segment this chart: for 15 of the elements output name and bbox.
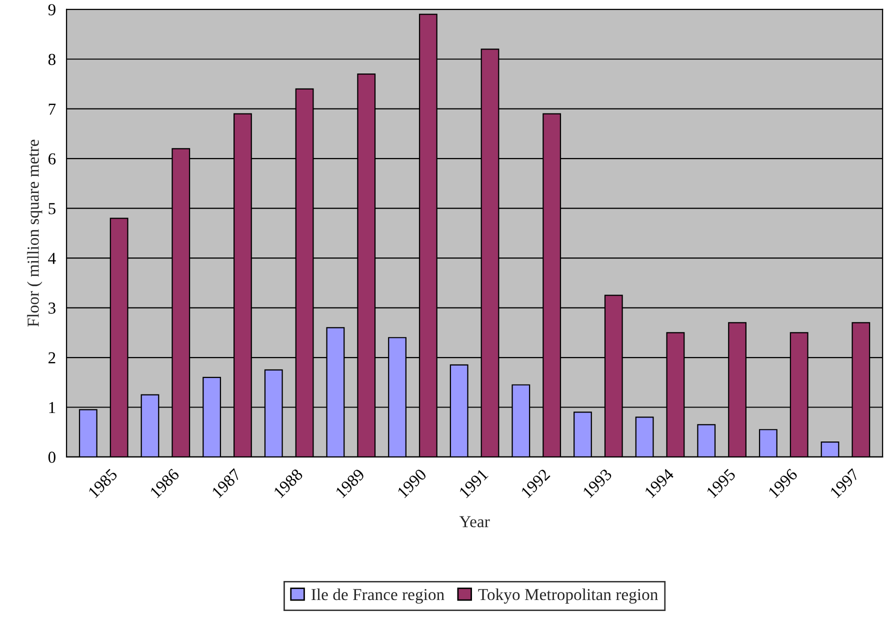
y-tick-label: 2 [48,352,56,364]
y-tick-label: 7 [48,104,56,115]
x-axis-title: Year [459,516,490,528]
y-tick-label: 9 [48,4,56,16]
x-tick-label: 1991 [458,468,489,498]
y-tick-label: 5 [48,203,56,214]
y-tick-label: 0 [48,452,56,463]
legend-label: Tokyo Metropolitan region [478,588,658,604]
y-tick-label: 1 [49,402,56,414]
y-tick-label: 3 [48,302,56,314]
legend-label: Ile de France region [311,588,444,604]
y-axis-title: Floor ( million square metre [27,140,42,327]
y-tick-label: 6 [48,153,56,165]
y-tick-label: 8 [48,54,56,66]
y-tick-label: 4 [48,252,56,264]
